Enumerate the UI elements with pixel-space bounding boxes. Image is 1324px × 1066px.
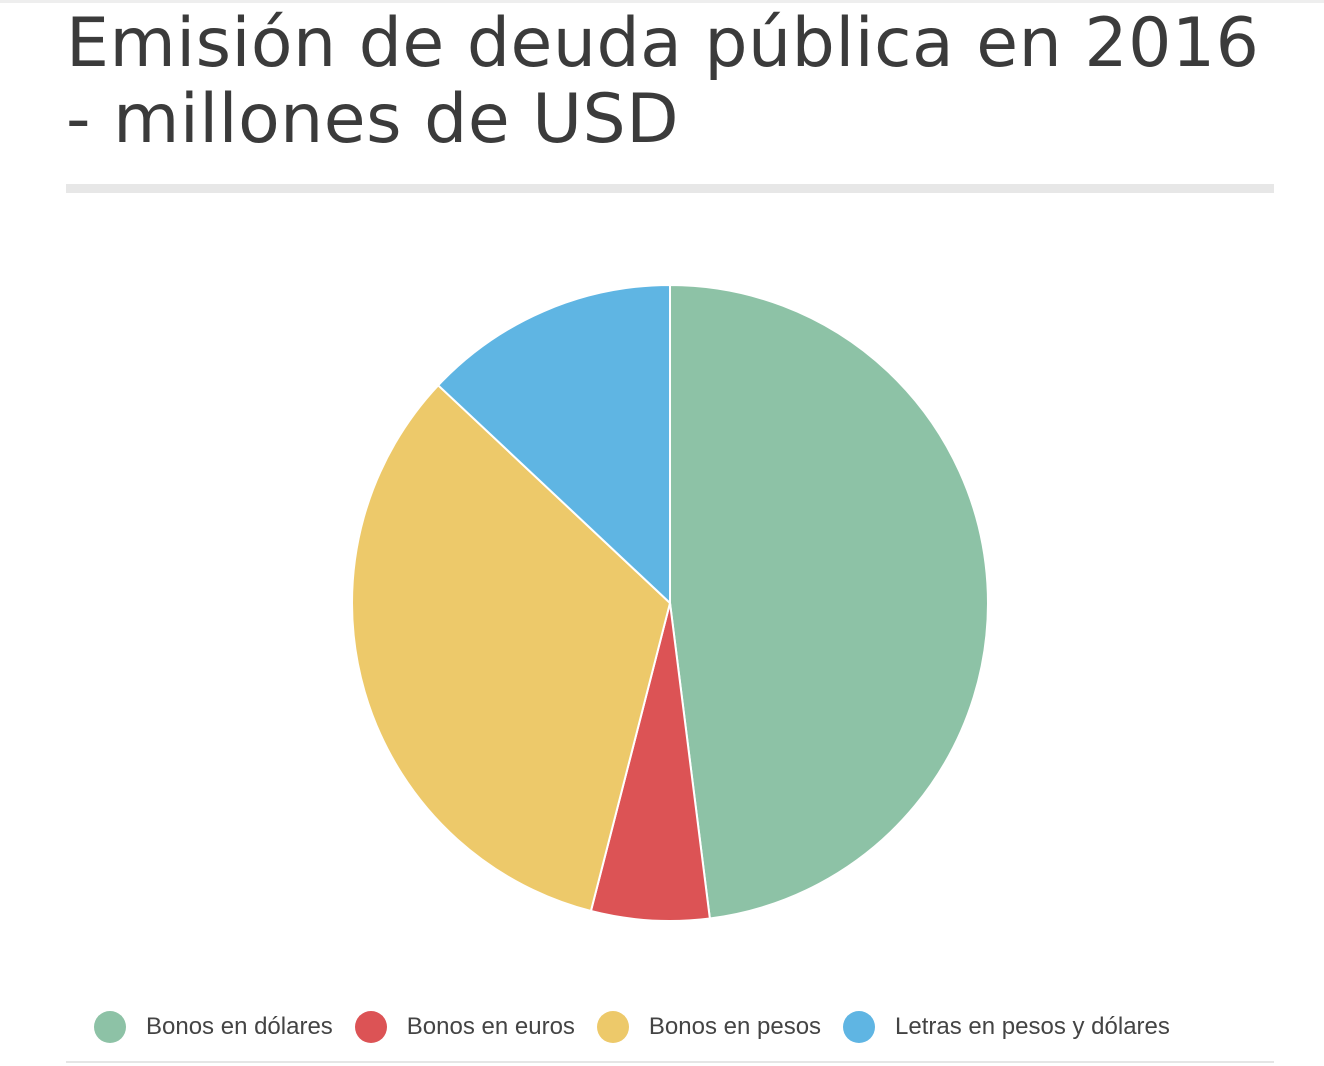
legend-swatch-bonos-dolares (94, 1011, 126, 1043)
legend-label-bonos-pesos: Bonos en pesos (648, 1013, 822, 1040)
title-divider (66, 184, 1274, 193)
legend-item-bonos-dolares[interactable]: Bonos en dólares (94, 1011, 333, 1043)
bottom-divider (66, 1061, 1274, 1063)
legend-label-bonos-euros: Bonos en euros (406, 1013, 575, 1040)
legend-swatch-bonos-pesos (596, 1011, 629, 1043)
legend-item-letras[interactable]: Letras en pesos y dólares (843, 1011, 1170, 1043)
pie-chart (351, 284, 989, 922)
legend-swatch-letras (843, 1011, 876, 1043)
legend-label-letras: Letras en pesos y dólares (895, 1013, 1170, 1040)
chart-legend: Bonos en dólares Bonos en euros Bonos en… (94, 1010, 1170, 1044)
pie-slice-bonos-dolares[interactable] (669, 284, 989, 920)
legend-item-bonos-pesos[interactable]: Bonos en pesos (596, 1011, 822, 1043)
legend-swatch-bonos-euros (354, 1011, 387, 1043)
pie-slice-bonos-pesos[interactable] (351, 384, 671, 913)
legend-label-bonos-dolares: Bonos en dólares (146, 1013, 333, 1040)
pie-slice-letras[interactable] (437, 284, 671, 604)
chart-title: Emisión de deuda pública en 2016 - millo… (66, 4, 1260, 159)
pie-slice-bonos-euros[interactable] (589, 602, 711, 922)
legend-item-bonos-euros[interactable]: Bonos en euros (354, 1011, 575, 1043)
top-border (0, 0, 1324, 3)
